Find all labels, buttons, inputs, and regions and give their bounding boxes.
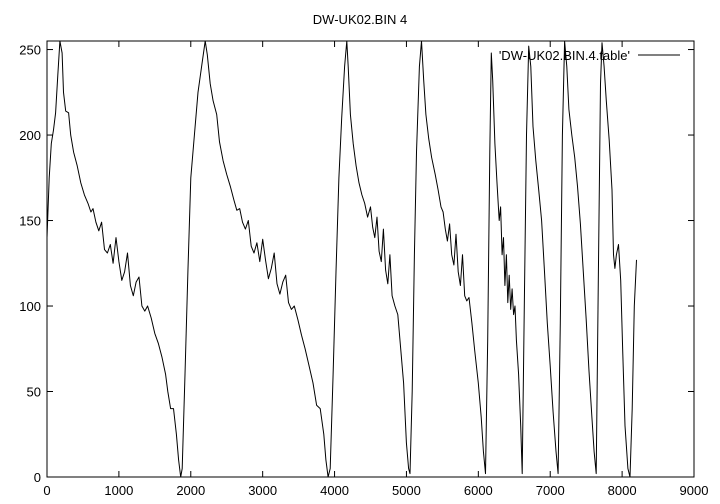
x-tick-label: 2000 [176, 483, 205, 498]
x-axis: 0 1000 2000 3000 4000 5000 6000 7000 8000 9000 [43, 41, 708, 498]
x-tick-label: 6000 [464, 483, 493, 498]
x-tick-label: 9000 [680, 483, 709, 498]
series-line-0 [46, 40, 637, 478]
x-tick-label: 5000 [392, 483, 421, 498]
y-tick-label: 50 [27, 385, 41, 400]
x-tick-label: 0 [43, 483, 50, 498]
y-axis: 0 50 100 150 200 250 [19, 43, 694, 485]
y-tick-label: 150 [19, 214, 41, 229]
y-tick-label: 0 [34, 470, 41, 485]
chart-title: DW-UK02.BIN 4 [313, 12, 407, 27]
x-tick-label: 8000 [608, 483, 637, 498]
series-layer [46, 40, 637, 478]
y-tick-label: 250 [19, 43, 41, 58]
legend: 'DW-UK02.BIN.4.table' [499, 48, 680, 63]
y-tick-label: 200 [19, 128, 41, 143]
x-tick-label: 3000 [248, 483, 277, 498]
y-tick-label: 100 [19, 299, 41, 314]
legend-label: 'DW-UK02.BIN.4.table' [499, 48, 630, 63]
x-tick-label: 1000 [104, 483, 133, 498]
plot-frame [46, 40, 695, 478]
x-tick-label: 4000 [320, 483, 349, 498]
x-tick-label: 7000 [536, 483, 565, 498]
